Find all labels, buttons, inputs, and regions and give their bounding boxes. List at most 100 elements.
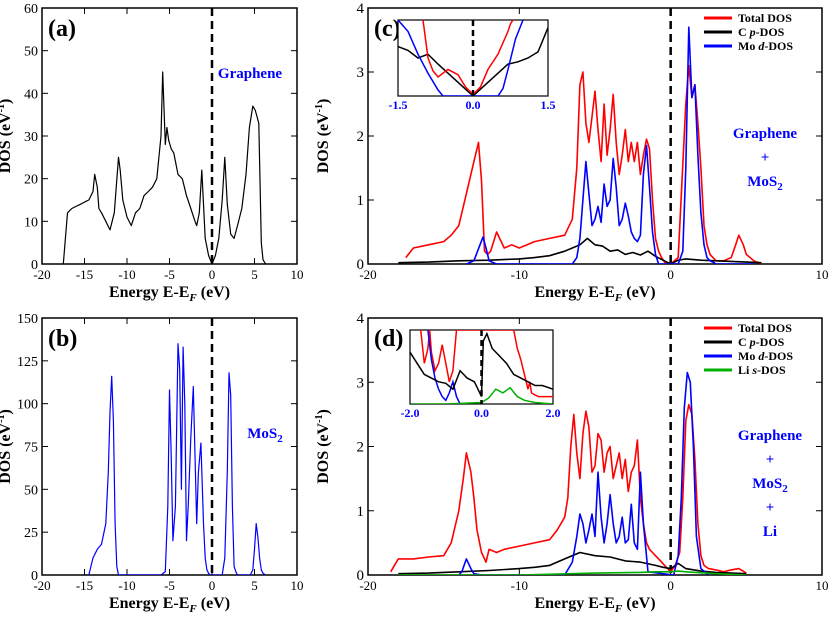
y-axis-label-main: DOS (eV xyxy=(315,112,332,173)
inset-series-line-c-p-dos xyxy=(398,27,548,96)
y-axis-label: DOS (eV-1) xyxy=(0,409,14,484)
x-axis-label-unit: (eV) xyxy=(622,595,655,612)
y-tick-label: 0 xyxy=(31,258,38,273)
plot-frame xyxy=(41,317,298,576)
legend-entry: Mo d-DOS xyxy=(738,39,793,53)
y-tick-label: 0 xyxy=(357,568,365,584)
material-annotation-sub: 2 xyxy=(782,483,788,495)
legend-label-italic: d xyxy=(758,349,765,363)
x-tick-label: 10 xyxy=(816,578,829,593)
y-tick-label: 125 xyxy=(17,355,38,370)
material-annotation-text: MoS xyxy=(747,174,777,190)
legend-label-prefix: C xyxy=(738,335,750,349)
x-axis-label: Energy E-EF (eV) xyxy=(109,284,230,304)
series-line-mo-d-dos xyxy=(466,26,754,264)
series-line-li-s-dos xyxy=(398,570,747,575)
legend-label-italic: p xyxy=(749,25,756,39)
series-line-mo-d-dos xyxy=(458,371,710,575)
y-tick-label: 0 xyxy=(357,257,365,273)
material-annotation: Graphene xyxy=(218,66,283,82)
inset-tick-label: 0.0 xyxy=(466,98,481,112)
inset-plot: -2.0 0.0 2.0 xyxy=(401,329,561,420)
legend-label-suffix: -DOS xyxy=(756,25,785,39)
panel-d: -20 -10 0 10 0 1 2 3 4 Energy E-EF (eV) DOS (eV-1)… xyxy=(314,311,829,615)
panel-c: -20 -10 0 10 0 1 2 3 4 Energy E-EF (eV) DOS (eV-1)… xyxy=(314,1,829,304)
y-tick-label: 3 xyxy=(357,375,365,391)
x-axis-label-sub: F xyxy=(614,292,623,304)
inset-series-line-mo-d-dos xyxy=(427,330,461,404)
material-annotation-line: + xyxy=(761,150,770,166)
y-axis-label: DOS (eV-1) xyxy=(0,99,14,174)
inset-series-line-li-s-dos xyxy=(410,386,553,404)
material-annotation-line: Li xyxy=(763,524,777,540)
y-tick-label: 10 xyxy=(24,215,38,230)
x-tick-label: -10 xyxy=(511,267,528,282)
legend-label-prefix: Li xyxy=(738,363,752,377)
x-tick-label: 10 xyxy=(816,267,829,282)
y-axis-label-main: DOS (eV xyxy=(0,422,14,483)
y-tick-label: 2 xyxy=(357,129,365,145)
series-line-mos2-dos xyxy=(88,343,266,575)
y-tick-label: 40 xyxy=(24,87,38,102)
panel-a: -20 -15 -10 -5 0 5 10 0 10 20 30 40 50 60 Energy E-EF … xyxy=(0,2,304,304)
legend-label: Total DOS xyxy=(738,321,792,335)
material-annotation-text: + xyxy=(766,452,775,468)
material-annotation-line: + xyxy=(766,500,775,516)
x-tick-label: 5 xyxy=(251,267,258,282)
y-axis-label-sup: -1 xyxy=(314,104,325,112)
x-axis-label: Energy E-EF (eV) xyxy=(534,595,655,615)
legend-label-italic: s xyxy=(751,363,757,377)
y-axis-label-end: ) xyxy=(0,99,14,104)
x-axis-label-unit: (eV) xyxy=(197,284,230,301)
y-axis-label-end: ) xyxy=(0,409,14,414)
x-tick-label: -20 xyxy=(33,578,50,593)
series-line-total-dos xyxy=(390,403,747,574)
material-annotation-line: + xyxy=(766,452,775,468)
panel-label: (b) xyxy=(48,326,77,352)
x-tick-label: -5 xyxy=(164,267,175,282)
legend-entry: C p-DOS xyxy=(738,335,785,349)
y-tick-label: 0 xyxy=(31,569,38,584)
y-axis-label-main: DOS (eV xyxy=(315,422,332,483)
x-tick-label: -10 xyxy=(118,578,135,593)
y-axis-label-sup: -1 xyxy=(314,415,325,423)
x-tick-label: -20 xyxy=(359,578,376,593)
legend-label-italic: d xyxy=(758,39,765,53)
series-line-graphene-dos xyxy=(62,71,267,264)
y-axis-label: DOS (eV-1) xyxy=(314,99,332,174)
inset-tick-label: 1.5 xyxy=(541,98,556,112)
y-tick-label: 20 xyxy=(24,173,38,188)
material-annotation-text: Graphene xyxy=(733,126,798,142)
x-tick-label: -5 xyxy=(164,578,175,593)
y-tick-label: 75 xyxy=(24,441,38,456)
x-axis-label-unit: (eV) xyxy=(197,595,230,612)
y-axis-label-end: ) xyxy=(315,99,332,104)
y-tick-label: 50 xyxy=(24,45,38,60)
y-tick-label: 1 xyxy=(357,193,365,209)
legend-entry: Mo d-DOS xyxy=(738,349,793,363)
series-line-c-p-dos xyxy=(398,551,747,575)
x-axis-label-sub: F xyxy=(614,603,623,615)
inset-tick-label: -1.5 xyxy=(389,98,408,112)
material-annotation-text: Li xyxy=(763,524,777,540)
material-annotation-text: + xyxy=(766,500,775,516)
x-tick-label: -15 xyxy=(76,578,93,593)
x-tick-label: -10 xyxy=(511,578,528,593)
legend-label-suffix: -DOS xyxy=(757,363,786,377)
inset-series-line-c-p-dos xyxy=(410,331,553,397)
y-axis-label-main: DOS (eV xyxy=(0,112,14,173)
x-axis-label: Energy E-EF (eV) xyxy=(109,595,230,615)
inset-tick-label: 0.0 xyxy=(474,406,489,420)
x-tick-label: 0 xyxy=(209,267,216,282)
material-annotation-sub: 2 xyxy=(777,181,783,193)
material-annotation-line: Graphene xyxy=(733,126,798,142)
legend-label: Total DOS xyxy=(738,11,792,25)
y-tick-label: 1 xyxy=(357,504,365,520)
y-tick-label: 50 xyxy=(24,483,38,498)
y-tick-label: 4 xyxy=(357,311,365,327)
legend-label-suffix: -DOS xyxy=(764,349,793,363)
legend-label-prefix: C xyxy=(738,25,750,39)
